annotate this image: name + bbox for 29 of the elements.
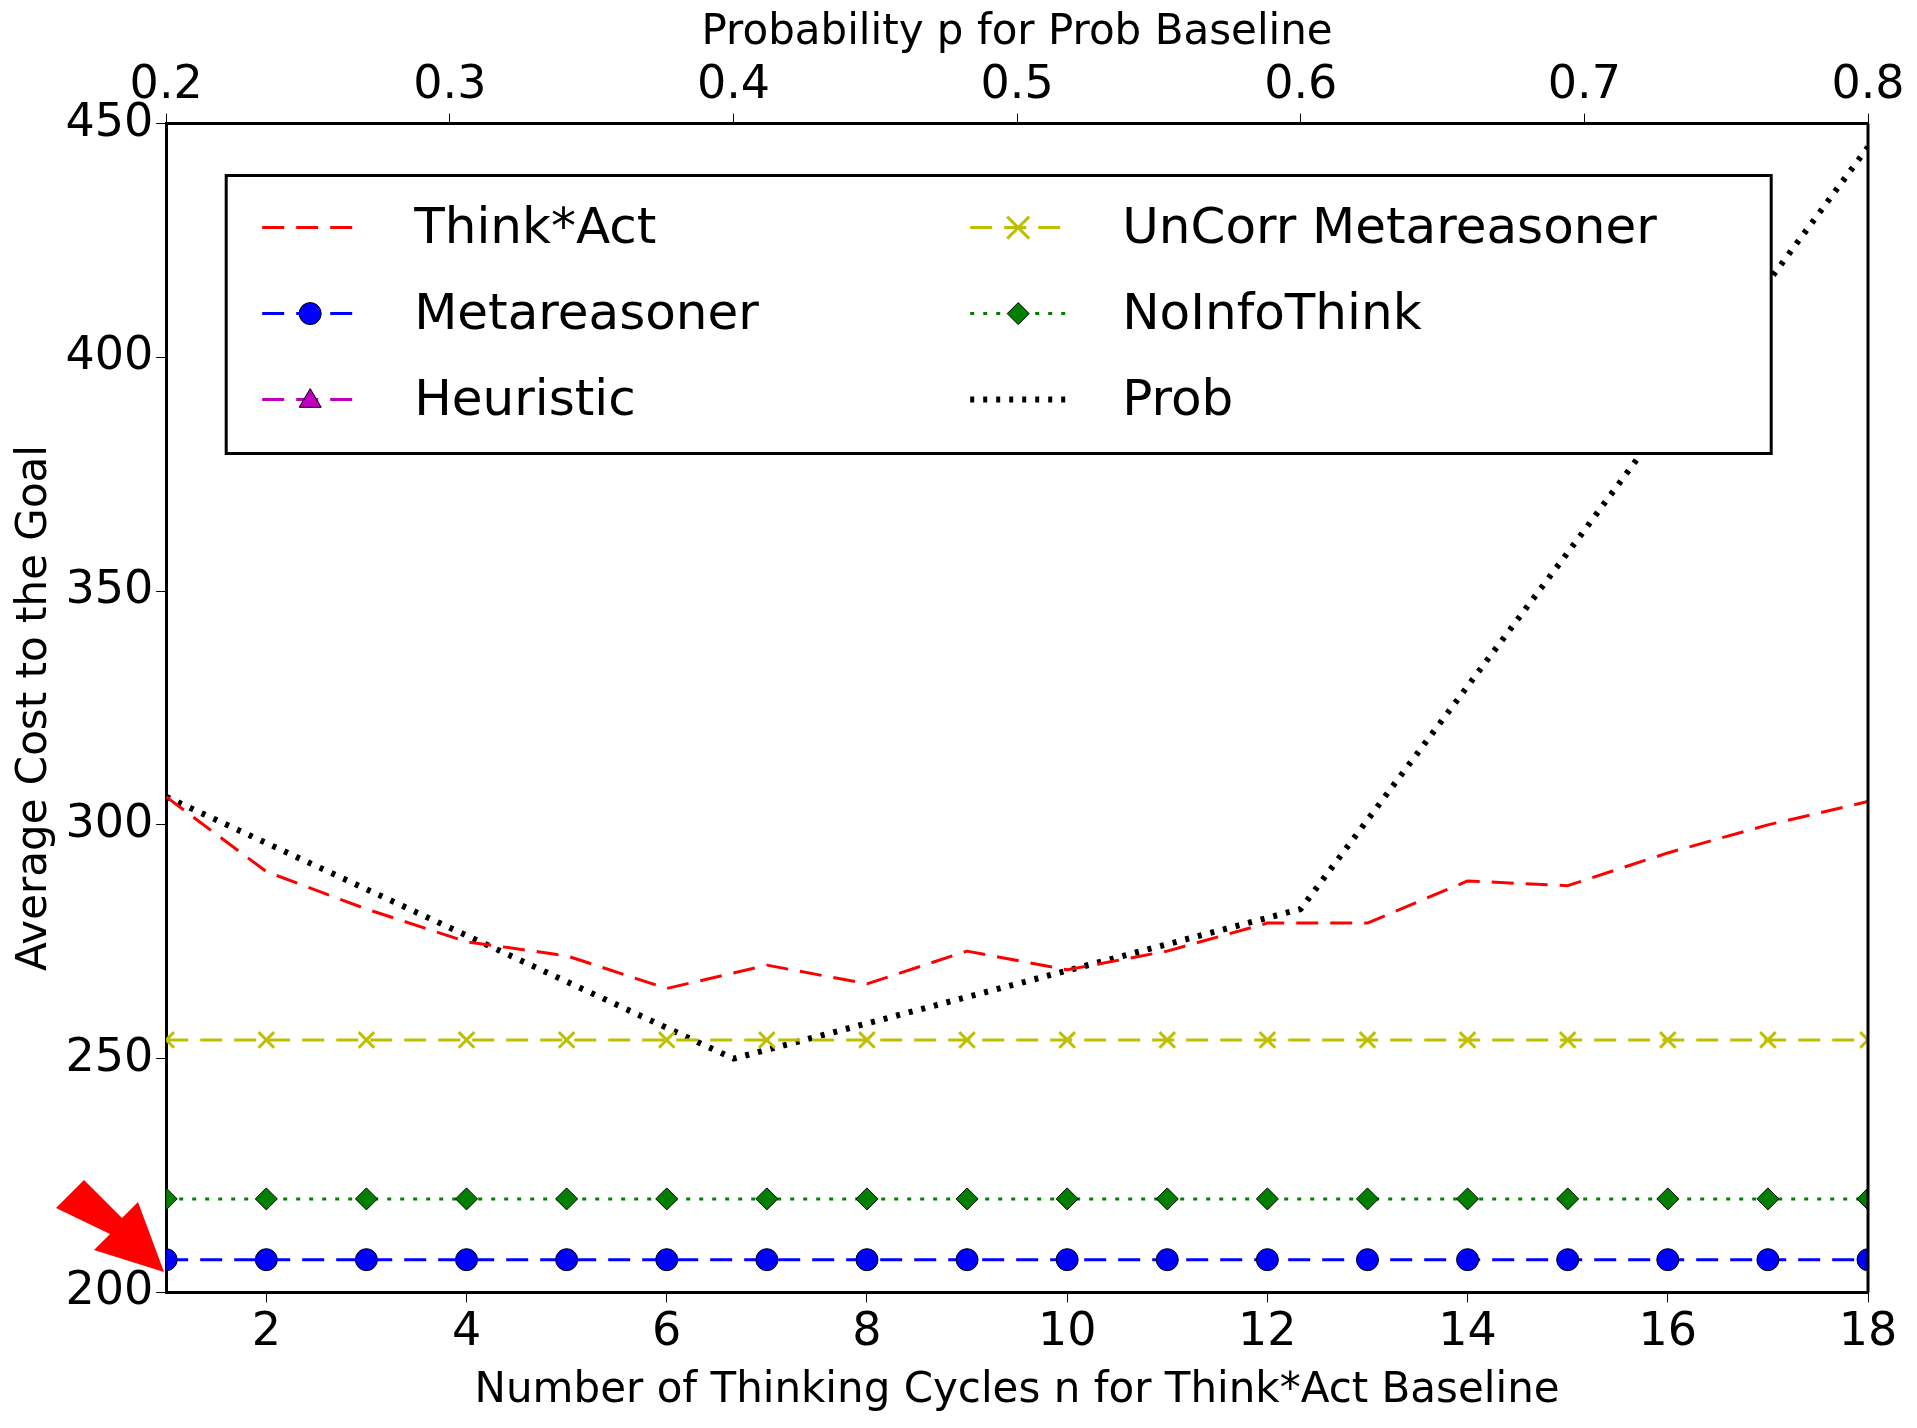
y-tick-label: 350 — [65, 560, 154, 615]
y-tick-label: 250 — [65, 1027, 154, 1082]
legend-label: Heuristic — [414, 368, 636, 427]
x-tick-label: 2 — [251, 1301, 281, 1356]
x-tick-label: 8 — [852, 1301, 882, 1356]
x2-tick-label: 0.3 — [413, 54, 487, 109]
y-axis-title: Average Cost to the Goal — [7, 445, 57, 971]
legend-label: NoInfoThink — [1122, 282, 1422, 341]
x-tick-label: 14 — [1438, 1301, 1497, 1356]
x2-tick-label: 0.6 — [1264, 54, 1338, 109]
y-tick-label: 400 — [65, 326, 154, 381]
legend-label: Prob — [1122, 368, 1234, 427]
x-tick-label: 16 — [1638, 1301, 1698, 1356]
x2-tick-label: 0.5 — [980, 54, 1054, 109]
x2-tick-label: 0.7 — [1547, 54, 1621, 109]
x-tick-label: 6 — [652, 1301, 682, 1356]
x-tick-label: 10 — [1037, 1301, 1097, 1356]
legend-label: Think*Act — [413, 196, 657, 255]
x2-axis-title: Probability p for Prob Baseline — [701, 5, 1333, 55]
x-axis-title: Number of Thinking Cycles n for Think*Act Baseline — [474, 1362, 1560, 1412]
y-tick-label: 200 — [65, 1261, 154, 1316]
x2-tick-label: 0.4 — [696, 54, 771, 109]
x-tick-label: 4 — [451, 1301, 482, 1356]
legend-label: UnCorr Metareasoner — [1122, 196, 1658, 255]
legend-label: Metareasoner — [414, 282, 760, 341]
x-tick-label: 18 — [1838, 1301, 1898, 1356]
x-tick-label: 12 — [1238, 1301, 1297, 1356]
y-tick-label: 300 — [65, 793, 154, 848]
x2-tick-label: 0.8 — [1831, 54, 1905, 109]
